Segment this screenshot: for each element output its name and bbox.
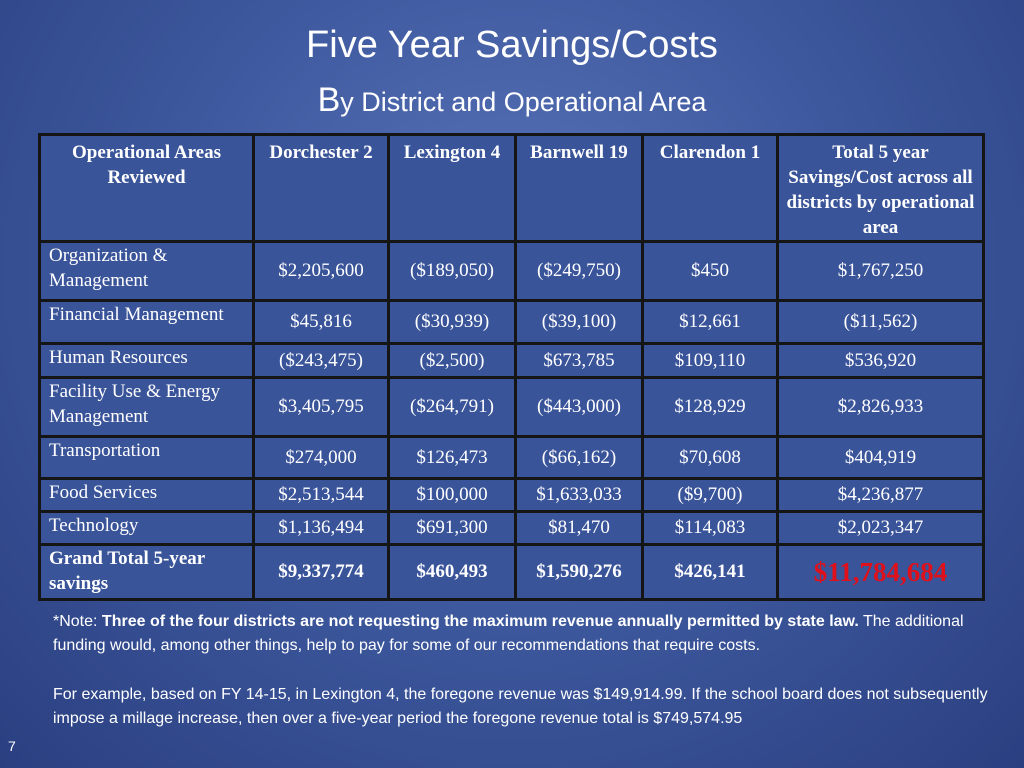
cell-barnwell-19: $673,785 [517,345,641,376]
cell-barnwell-19: ($443,000) [517,379,641,435]
subtitle-rest: y District and Operational Area [340,87,707,117]
cell-clarendon-1: $128,929 [644,379,776,435]
cell-clarendon-1: $450 [644,243,776,299]
table-row: Human Resources ($243,475) ($2,500) $673… [41,345,982,376]
cell-dorchester-2: $274,000 [255,438,387,477]
header-row: Operational Areas Reviewed Dorchester 2 … [41,136,982,240]
grand-total-value: $11,784,684 [779,546,982,598]
header-clarendon-1: Clarendon 1 [644,136,776,240]
note-rest: The additional funding would, among othe… [53,613,964,654]
cell-total: $2,023,347 [779,513,982,543]
table-row: Food Services $2,513,544 $100,000 $1,633… [41,480,982,510]
cell-clarendon-1: $70,608 [644,438,776,477]
total-lexington-4: $460,493 [390,546,514,598]
header-operational-areas: Operational Areas Reviewed [41,136,252,240]
cell-dorchester-2: ($243,475) [255,345,387,376]
cell-lexington-4: $691,300 [390,513,514,543]
cell-total: $536,920 [779,345,982,376]
cell-barnwell-19: ($249,750) [517,243,641,299]
cell-clarendon-1: $109,110 [644,345,776,376]
cell-total: $404,919 [779,438,982,477]
cell-lexington-4: ($2,500) [390,345,514,376]
total-barnwell-19: $1,590,276 [517,546,641,598]
row-label: Human Resources [41,345,252,376]
cell-lexington-4: $126,473 [390,438,514,477]
row-label: Organization & Management [41,243,252,299]
example-paragraph: For example, based on FY 14-15, in Lexin… [53,686,988,727]
cell-dorchester-2: $3,405,795 [255,379,387,435]
row-label: Facility Use & Energy Management [41,379,252,435]
subtitle-initial: B [317,81,341,119]
table-row: Transportation $274,000 $126,473 ($66,16… [41,438,982,477]
slide-subtitle: By District and Operational Area [0,80,1024,122]
header-dorchester-2: Dorchester 2 [255,136,387,240]
note-prefix: *Note: [53,613,102,630]
total-dorchester-2: $9,337,774 [255,546,387,598]
cell-lexington-4: ($189,050) [390,243,514,299]
row-label: Food Services [41,480,252,510]
header-barnwell-19: Barnwell 19 [517,136,641,240]
cell-barnwell-19: $1,633,033 [517,480,641,510]
note-paragraph: *Note: Three of the four districts are n… [53,610,983,658]
cell-clarendon-1: $114,083 [644,513,776,543]
header-total: Total 5 year Savings/Cost across all dis… [779,136,982,240]
note-bold: Three of the four districts are not requ… [101,613,859,630]
table-row: Facility Use & Energy Management $3,405,… [41,379,982,435]
header-lexington-4: Lexington 4 [390,136,514,240]
cell-total: $4,236,877 [779,480,982,510]
row-label: Technology [41,513,252,543]
cell-clarendon-1: $12,661 [644,302,776,342]
cell-total: ($11,562) [779,302,982,342]
grand-total-row: Grand Total 5-year savings $9,337,774 $4… [41,546,982,598]
slide-title: Five Year Savings/Costs [306,24,718,66]
grand-total-label: Grand Total 5-year savings [41,546,252,598]
row-label: Transportation [41,438,252,477]
cell-dorchester-2: $1,136,494 [255,513,387,543]
cell-barnwell-19: ($66,162) [517,438,641,477]
total-clarendon-1: $426,141 [644,546,776,598]
cell-lexington-4: ($30,939) [390,302,514,342]
cell-barnwell-19: ($39,100) [517,302,641,342]
cell-dorchester-2: $2,513,544 [255,480,387,510]
savings-table: Operational Areas Reviewed Dorchester 2 … [38,133,985,601]
table-row: Organization & Management $2,205,600 ($1… [41,243,982,299]
table-row: Technology $1,136,494 $691,300 $81,470 $… [41,513,982,543]
cell-clarendon-1: ($9,700) [644,480,776,510]
cell-dorchester-2: $45,816 [255,302,387,342]
cell-total: $2,826,933 [779,379,982,435]
table-row: Financial Management $45,816 ($30,939) (… [41,302,982,342]
cell-lexington-4: $100,000 [390,480,514,510]
page-number: 7 [8,738,16,754]
cell-total: $1,767,250 [779,243,982,299]
cell-lexington-4: ($264,791) [390,379,514,435]
cell-barnwell-19: $81,470 [517,513,641,543]
row-label: Financial Management [41,302,252,342]
cell-dorchester-2: $2,205,600 [255,243,387,299]
